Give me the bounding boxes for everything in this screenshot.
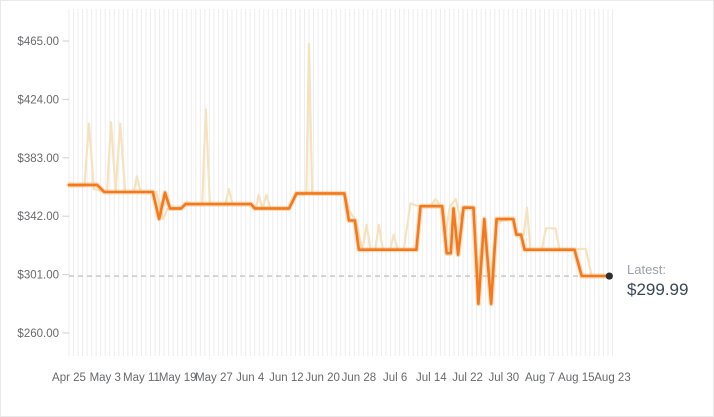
x-axis-label: Jul 6 — [383, 372, 407, 384]
x-axis-label: Jul 22 — [452, 372, 483, 384]
y-axis-label: $301.00 — [17, 270, 59, 282]
latest-point-dot — [605, 272, 613, 280]
x-axis-label: Aug 15 — [558, 372, 594, 384]
y-axis-labels: $465.00 $424.00 $383.00 $342.00 $301.00 $260.… — [17, 36, 59, 340]
y-axis-ticks — [62, 40, 69, 334]
x-axis-label: Apr 25 — [52, 372, 86, 384]
x-axis-label: May 3 — [90, 372, 121, 384]
latest-price-callout: Latest: $299.99 — [627, 261, 688, 300]
x-axis-label: Aug 23 — [594, 372, 630, 384]
grid-lines — [68, 9, 613, 356]
latest-label: Latest: — [627, 262, 667, 277]
x-axis-label: May 27 — [195, 372, 233, 384]
x-axis-label: Jul 30 — [488, 372, 519, 384]
x-axis-label: May 19 — [159, 372, 197, 384]
latest-price-value: $299.99 — [627, 280, 689, 299]
x-axis-label: Jun 4 — [236, 372, 265, 384]
y-axis-label: $342.00 — [17, 211, 59, 223]
y-axis-label: $424.00 — [17, 94, 59, 106]
y-axis-label: $260.00 — [17, 328, 59, 340]
x-axis-label: Jun 28 — [342, 372, 377, 384]
primary-series-line — [66, 182, 612, 307]
x-axis-label: Aug 7 — [525, 372, 555, 384]
y-axis-label: $383.00 — [17, 153, 59, 165]
x-axis-label: Jul 14 — [416, 372, 447, 384]
y-axis-label: $465.00 — [17, 36, 59, 48]
x-axis-label: Jun 12 — [269, 372, 304, 384]
x-axis-label: Jun 20 — [305, 372, 340, 384]
x-axis-label: May 11 — [123, 372, 160, 384]
